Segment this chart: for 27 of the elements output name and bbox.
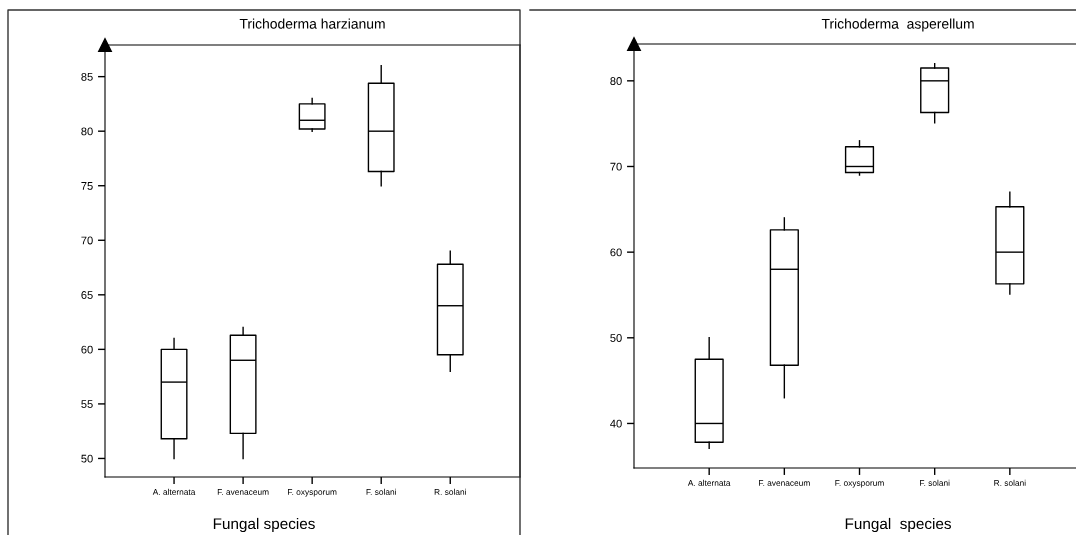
x-tick-label: F. avenaceum — [759, 480, 810, 486]
x-tick-label: F. avenaceum — [217, 489, 269, 495]
y-tick-label: 60 — [610, 248, 622, 257]
x-tick-label: A. alternata — [152, 488, 196, 495]
y-tick-label: 85 — [81, 72, 93, 81]
x-tick-label: A. alternata — [687, 479, 731, 486]
y-tick-label: 65 — [81, 291, 93, 299]
y-tick-label: 50 — [81, 454, 93, 463]
chart-title: Trichoderma harzianum — [239, 18, 385, 29]
y-tick-label: 80 — [610, 77, 622, 85]
y-tick-label: 40 — [610, 419, 622, 428]
chart-title: Trichoderma asperellum — [821, 18, 974, 32]
y-tick-label: 70 — [81, 236, 93, 245]
x-tick-label: F. oxysporum — [835, 480, 884, 488]
x-axis-title: Fungal species — [213, 517, 315, 533]
x-tick-label: F. solani — [366, 488, 396, 495]
x-axis-title: Fungal species — [845, 517, 951, 533]
y-tick-label: 70 — [610, 162, 622, 171]
y-tick-label: 50 — [610, 334, 622, 342]
y-tick-label: 55 — [81, 400, 93, 409]
x-tick-label: R. solani — [434, 488, 466, 495]
x-tick-label: F. solani — [920, 479, 950, 486]
y-tick-label: 75 — [81, 182, 93, 190]
x-tick-label: R. solani — [994, 479, 1026, 486]
y-tick-label: 80 — [81, 127, 93, 136]
y-tick-label: 60 — [81, 345, 93, 354]
x-tick-label: F. oxysporum — [288, 489, 337, 497]
